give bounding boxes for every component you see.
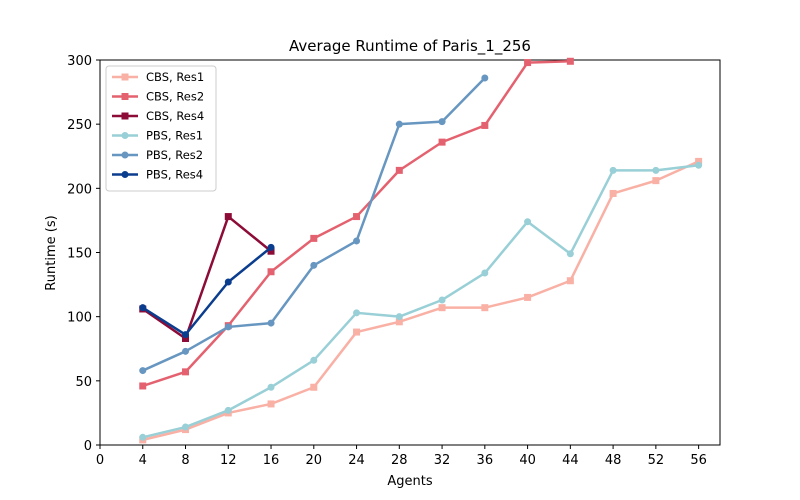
legend-label-cbs-res2: CBS, Res2 (146, 90, 204, 104)
data-point-cbs-res4 (224, 213, 232, 221)
data-point-pbs-res1 (438, 296, 446, 304)
data-point-cbs-res1 (438, 304, 446, 312)
data-point-pbs-res4 (139, 304, 147, 312)
data-point-cbs-res1 (481, 304, 489, 312)
data-point-pbs-res2 (224, 323, 232, 331)
data-point-pbs-res1 (609, 166, 617, 174)
x-tick-label: 56 (690, 453, 707, 468)
data-point-cbs-res2 (395, 166, 403, 174)
x-axis-title: Agents (387, 474, 432, 489)
legend-marker-cbs-res1 (121, 73, 129, 81)
data-point-cbs-res2 (524, 59, 532, 67)
data-point-cbs-res4 (267, 247, 275, 255)
x-tick-label: 28 (391, 453, 408, 468)
x-tick-label: 40 (519, 453, 536, 468)
data-point-cbs-res1 (267, 400, 275, 408)
x-tick-label: 12 (220, 453, 237, 468)
data-point-pbs-res1 (310, 356, 318, 364)
y-tick-label: 0 (84, 439, 92, 454)
data-point-cbs-res2 (182, 368, 190, 376)
y-tick-label: 250 (67, 118, 92, 133)
legend-marker-cbs-res2 (121, 93, 129, 100)
data-point-pbs-res2 (139, 367, 147, 375)
x-tick-label: 44 (562, 453, 579, 468)
data-point-cbs-res2 (310, 234, 318, 242)
data-point-cbs-res1 (353, 328, 361, 336)
data-point-pbs-res4 (182, 331, 190, 339)
data-point-pbs-res1 (481, 269, 489, 277)
data-point-pbs-res4 (267, 243, 275, 251)
data-point-cbs-res4 (182, 334, 190, 342)
data-point-pbs-res4 (224, 278, 232, 286)
x-tick-label: 32 (434, 453, 451, 468)
y-tick-label: 100 (67, 311, 92, 326)
y-tick-label: 300 (67, 54, 92, 69)
data-point-cbs-res1 (609, 189, 617, 197)
data-point-cbs-res2 (353, 213, 361, 221)
series-group (139, 57, 703, 444)
data-point-pbs-res1 (182, 423, 190, 431)
y-axis-title: Runtime (s) (44, 215, 59, 290)
data-point-pbs-res2 (438, 118, 446, 126)
data-point-pbs-res1 (524, 218, 532, 226)
x-tick-label: 4 (139, 453, 147, 468)
data-point-pbs-res2 (310, 261, 318, 269)
plot-area: 0 4 8 12 16 20 24 28 32 36 40 44 48 52 560501001502002… (67, 54, 721, 468)
data-point-cbs-res1 (395, 318, 403, 326)
data-point-cbs-res2 (139, 382, 147, 390)
data-point-cbs-res2 (267, 268, 275, 276)
series-line-pbs-res1 (142, 163, 699, 439)
series-line-cbs-res1 (142, 160, 700, 442)
data-point-cbs-res2 (438, 138, 446, 146)
x-tick-label: 52 (648, 453, 665, 468)
data-point-pbs-res2 (267, 319, 275, 327)
data-point-cbs-res1 (652, 177, 660, 185)
legend-marker-pbs-res2 (121, 151, 129, 159)
data-point-cbs-res1 (524, 293, 532, 301)
y-tick-label: 200 (67, 182, 92, 197)
legend-label-cbs-res4: CBS, Res4 (146, 109, 204, 123)
x-tick-label: 48 (605, 453, 622, 468)
x-tick-label: 20 (306, 453, 323, 468)
data-point-pbs-res1 (395, 313, 403, 321)
data-point-pbs-res1 (267, 383, 275, 391)
legend-marker-pbs-res1 (121, 132, 129, 139)
data-point-pbs-res2 (182, 347, 190, 355)
x-tick-label: 36 (477, 453, 494, 468)
data-point-pbs-res1 (695, 161, 703, 169)
series-line-cbs-res4 (142, 215, 272, 340)
data-point-pbs-res2 (395, 120, 403, 128)
data-point-pbs-res1 (353, 309, 361, 317)
data-point-cbs-res2 (566, 57, 574, 65)
x-tick-label: 8 (181, 453, 189, 468)
y-tick-label: 50 (75, 375, 92, 390)
legend-label-pbs-res2: PBS, Res2 (146, 148, 203, 162)
data-point-cbs-res1 (695, 157, 703, 165)
x-tick-label: 16 (263, 453, 280, 468)
data-point-pbs-res1 (652, 166, 660, 174)
data-point-cbs-res1 (566, 277, 574, 285)
legend: CBS, Res1 CBS, Res2 CBS, Res4 PBS, Res1 PBS,… (105, 65, 217, 192)
legend-marker-pbs-res4 (121, 171, 129, 178)
data-point-pbs-res1 (566, 250, 574, 258)
data-point-pbs-res2 (481, 74, 489, 82)
legend-label-cbs-res1: CBS, Res1 (146, 70, 204, 84)
legend-label-pbs-res1: PBS, Res1 (146, 129, 203, 143)
y-tick-label: 150 (67, 247, 92, 262)
data-point-pbs-res1 (139, 433, 147, 441)
chart-title: Average Runtime of Paris_1_256 (289, 37, 531, 56)
data-point-cbs-res2 (481, 121, 489, 129)
x-tick-label: 24 (348, 453, 365, 468)
data-point-pbs-res2 (353, 237, 361, 245)
legend-marker-cbs-res4 (121, 112, 129, 120)
data-point-pbs-res1 (224, 406, 232, 414)
legend-label-pbs-res4: PBS, Res4 (146, 168, 203, 182)
x-tick-label: 0 (96, 453, 104, 468)
series-line-pbs-res4 (142, 246, 272, 336)
data-point-cbs-res1 (310, 383, 318, 391)
